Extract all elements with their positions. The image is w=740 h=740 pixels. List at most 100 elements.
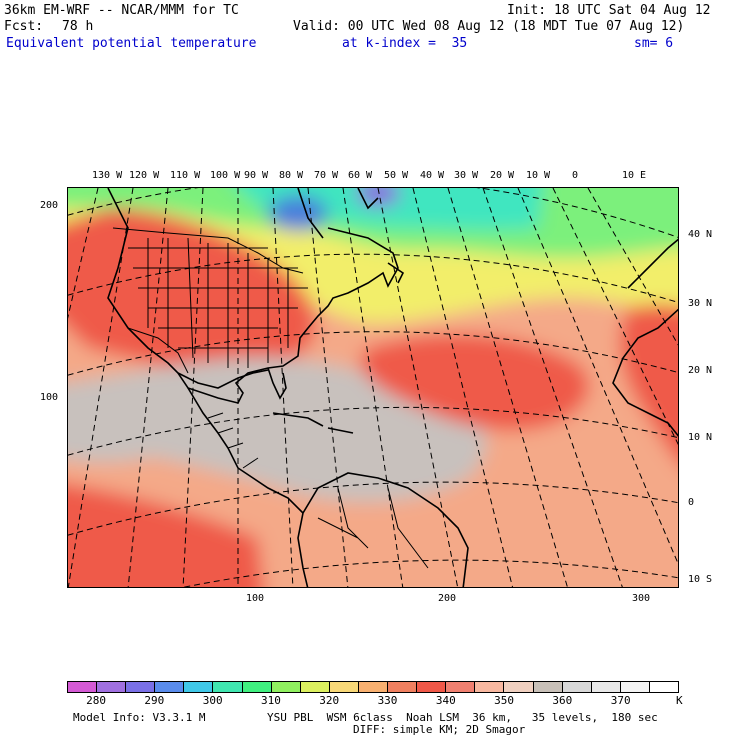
colorbar-cell bbox=[417, 682, 447, 692]
colorbar-cell bbox=[68, 682, 98, 692]
colorbar-cell bbox=[533, 682, 563, 692]
tropical-grey-field bbox=[68, 357, 487, 502]
lat-label: 10 S bbox=[688, 574, 713, 585]
greenland bbox=[357, 188, 379, 210]
colorbar-cell bbox=[475, 682, 505, 692]
lon-label: 60 W bbox=[348, 170, 373, 181]
colorbar-cell bbox=[388, 682, 418, 692]
lon-label: 50 W bbox=[384, 170, 409, 181]
coldest-core bbox=[356, 188, 400, 207]
colorbar-tick-label: 340 bbox=[435, 694, 456, 707]
lon-50w bbox=[377, 188, 459, 587]
atlantic-hot-field bbox=[359, 334, 590, 431]
colorbar-tick-label: 310 bbox=[261, 694, 281, 707]
lon-80w bbox=[272, 188, 294, 587]
colorbar-tick-label: 350 bbox=[494, 694, 515, 707]
colorbar-tick-label: 290 bbox=[144, 694, 165, 707]
colorbar-cell bbox=[300, 682, 330, 692]
lon-60w bbox=[342, 188, 404, 587]
newfoundland bbox=[387, 262, 405, 284]
lon-label: 90 W bbox=[244, 170, 269, 181]
hispaniola bbox=[327, 427, 354, 434]
lon-label: 130 W bbox=[92, 170, 123, 181]
africa-coast bbox=[612, 308, 678, 437]
central-america-coast bbox=[187, 387, 304, 514]
colorbar-cell bbox=[562, 682, 592, 692]
grid-x-label: 200 bbox=[438, 593, 457, 604]
lon-10w bbox=[517, 188, 678, 565]
lon-label: 10 W bbox=[526, 170, 551, 181]
physics-info: YSU PBL WSM 6class Noah LSM 36 km, 35 le… bbox=[267, 711, 658, 724]
field-name: Equivalent potential temperature bbox=[6, 36, 257, 51]
colorbar-cell bbox=[649, 682, 678, 692]
lon-0 bbox=[552, 188, 678, 446]
colorbar-tick-label: 300 bbox=[202, 694, 223, 707]
colorbar bbox=[67, 681, 679, 693]
forecast-hours: 78 h bbox=[62, 19, 94, 34]
colorbar-cell bbox=[271, 682, 301, 692]
theta-e-map bbox=[68, 188, 678, 587]
lon-label: 10 E bbox=[622, 170, 647, 181]
lon-70w bbox=[307, 188, 349, 587]
colorbar-cell bbox=[213, 682, 243, 692]
us-canada-border bbox=[112, 227, 304, 274]
europe-coast bbox=[627, 238, 678, 289]
colorbar-cell bbox=[329, 682, 359, 692]
colorbar-tick-label: 370 bbox=[610, 694, 631, 707]
map-panel bbox=[67, 187, 679, 588]
lon-label: 70 W bbox=[314, 170, 339, 181]
colorbar-cell bbox=[358, 682, 389, 692]
valid-time: Valid: 00 UTC Wed 08 Aug 12 (18 MDT Tue … bbox=[293, 19, 685, 34]
colorbar-cell bbox=[155, 682, 185, 692]
lon-label: 40 W bbox=[420, 170, 445, 181]
south-america-coast bbox=[302, 472, 469, 587]
north-america-coast bbox=[107, 188, 399, 404]
lat-label: 40 N bbox=[688, 229, 713, 240]
colorbar-cell bbox=[242, 682, 272, 692]
lat-label: 30 N bbox=[688, 298, 713, 309]
south-america-borders bbox=[317, 487, 429, 569]
colorbar-cell bbox=[446, 682, 476, 692]
lon-label: 120 W bbox=[129, 170, 160, 181]
colorbar-cell bbox=[184, 682, 214, 692]
colorbar-unit: K bbox=[676, 694, 683, 707]
florida bbox=[267, 367, 287, 400]
model-info: Model Info: V3.3.1 M bbox=[73, 711, 206, 724]
diffusion-info: DIFF: simple KM; 2D Smagor bbox=[353, 723, 526, 736]
level-label: at k-index = 35 bbox=[342, 36, 468, 51]
lat-40n bbox=[68, 188, 678, 238]
lon-label: 0 bbox=[572, 170, 579, 181]
gulf-coast bbox=[177, 369, 269, 389]
state-grid-2 bbox=[147, 237, 289, 368]
colorbar-tick-label: 320 bbox=[319, 694, 340, 707]
model-title: 36km EM-WRF -- NCAR/MMM for TC bbox=[4, 3, 239, 18]
lat-label: 20 N bbox=[688, 365, 713, 376]
lon-100w bbox=[182, 188, 204, 587]
lon-40w bbox=[412, 188, 514, 587]
grid-x-label: 300 bbox=[632, 593, 651, 604]
lon-110w bbox=[127, 188, 169, 587]
central-america-borders bbox=[207, 412, 259, 469]
lat-label: 0 bbox=[688, 497, 695, 508]
south-america-west bbox=[297, 512, 309, 587]
lat-10n bbox=[68, 406, 678, 456]
colorbar-cell bbox=[504, 682, 534, 692]
lon-label: 80 W bbox=[279, 170, 304, 181]
colorbar-cell bbox=[620, 682, 650, 692]
colorbar-cell bbox=[591, 682, 621, 692]
lat-label: 10 N bbox=[688, 432, 713, 443]
forecast-label: Fcst: bbox=[4, 19, 44, 34]
colorbar-tick-label: 280 bbox=[86, 694, 107, 707]
pacific-hot-field bbox=[68, 483, 264, 587]
lon-130w bbox=[68, 188, 99, 319]
lon-label: 30 W bbox=[454, 170, 479, 181]
grid-y-label: 200 bbox=[40, 200, 59, 211]
lat-10s bbox=[182, 559, 678, 587]
lat-20n bbox=[68, 331, 678, 376]
lon-label: 110 W bbox=[170, 170, 201, 181]
colorbar-cell bbox=[97, 682, 127, 692]
grid-x-label: 100 bbox=[246, 593, 265, 604]
lon-20w bbox=[482, 188, 623, 587]
smoothing-label: sm= 6 bbox=[634, 36, 674, 51]
labrador bbox=[297, 188, 324, 239]
